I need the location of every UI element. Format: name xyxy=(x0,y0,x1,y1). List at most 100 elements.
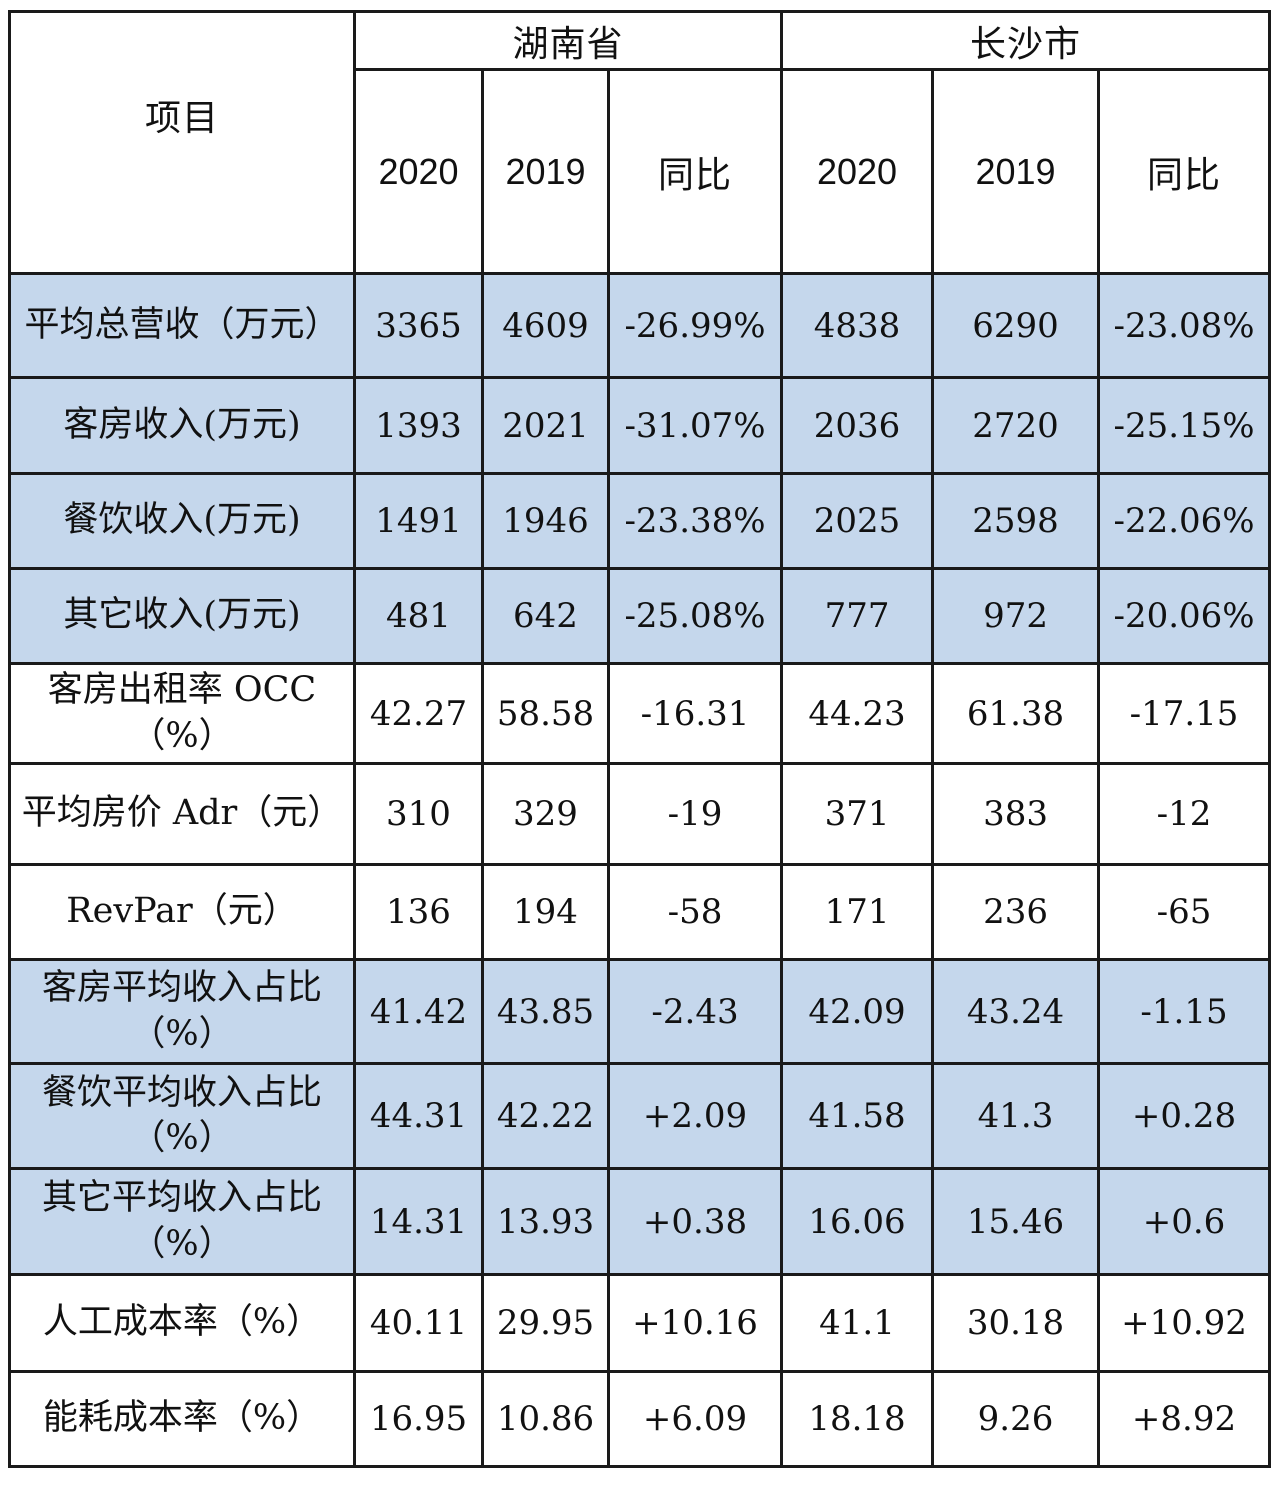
changsha-2020-cell: 18.18 xyxy=(780,1370,935,1468)
changsha-yoy-cell: -25.15% xyxy=(1097,376,1272,475)
hunan-2020-cell: 16.95 xyxy=(353,1370,484,1468)
row-label: 餐饮收入(万元) xyxy=(8,472,356,570)
table-row: 餐饮平均收入占比（%） 44.31 42.22 +2.09 41.58 41.3 +0.28 xyxy=(8,1062,1272,1170)
hunan-yoy-cell: -26.99% xyxy=(606,272,784,379)
hunan-2020-cell: 1491 xyxy=(353,472,484,570)
changsha-2020-cell: 777 xyxy=(780,567,935,665)
changsha-yoy-cell: -12 xyxy=(1097,762,1272,866)
hunan-2019-cell: 10.86 xyxy=(481,1370,610,1468)
hunan-2019-cell: 29.95 xyxy=(481,1273,610,1373)
changsha-2019-cell: 41.3 xyxy=(931,1062,1101,1170)
changsha-2019-cell: 15.46 xyxy=(931,1167,1101,1276)
changsha-2020-cell: 371 xyxy=(780,762,935,866)
changsha-2020-cell: 4838 xyxy=(780,272,935,379)
hunan-yoy-cell: -25.08% xyxy=(606,567,784,665)
table-body: 平均总营收（万元） 3365 4609 -26.99% 4838 6290 -23.08% 客… xyxy=(8,272,1272,1468)
hunan-2019-header: 2019 xyxy=(481,68,610,275)
table-row: 平均总营收（万元） 3365 4609 -26.99% 4838 6290 -23.08% xyxy=(8,272,1272,379)
hunan-yoy-cell: +2.09 xyxy=(606,1062,784,1170)
changsha-yoy-cell: -17.15 xyxy=(1097,662,1272,765)
item-column-header: 项目 xyxy=(8,10,356,275)
hunan-2020-cell: 42.27 xyxy=(353,662,484,765)
table-row: 餐饮收入(万元) 1491 1946 -23.38% 2025 2598 -22.06% xyxy=(8,472,1272,570)
changsha-2020-cell: 2036 xyxy=(780,376,935,475)
hunan-2020-cell: 14.31 xyxy=(353,1167,484,1276)
table-row: 其它平均收入占比（%） 14.31 13.93 +0.38 16.06 15.46 +0.6 xyxy=(8,1167,1272,1276)
table-row: RevPar（元） 136 194 -58 171 236 -65 xyxy=(8,863,1272,961)
changsha-2020-cell: 41.1 xyxy=(780,1273,935,1373)
header-row-groups: 项目 湖南省 长沙市 xyxy=(8,10,1272,275)
hunan-2019-cell: 4609 xyxy=(481,272,610,379)
table-row: 客房出租率 OCC（%） 42.27 58.58 -16.31 44.23 61.38 -1… xyxy=(8,662,1272,765)
table-header: 项目 湖南省 长沙市 2020 2019 同比 2020 2019 同比 xyxy=(8,10,1272,275)
changsha-2020-cell: 171 xyxy=(780,863,935,961)
hunan-group-header: 湖南省 xyxy=(352,10,784,71)
hotel-stats-table: 项目 湖南省 长沙市 2020 2019 同比 2020 2019 同比 平均总… xyxy=(8,10,1272,1468)
hunan-yoy-cell: +6.09 xyxy=(606,1370,784,1468)
hunan-yoy-cell: -16.31 xyxy=(606,662,784,765)
row-label: 平均房价 Adr（元） xyxy=(8,762,356,866)
changsha-2020-cell: 42.09 xyxy=(780,958,935,1065)
hunan-yoy-cell: -31.07% xyxy=(606,376,784,475)
hunan-2020-cell: 40.11 xyxy=(353,1273,484,1373)
hunan-2019-cell: 2021 xyxy=(481,376,610,475)
hunan-yoy-cell: -2.43 xyxy=(606,958,784,1065)
changsha-2019-cell: 30.18 xyxy=(931,1273,1101,1373)
changsha-2020-cell: 2025 xyxy=(780,472,935,570)
table-row: 其它收入(万元) 481 642 -25.08% 777 972 -20.06% xyxy=(8,567,1272,665)
changsha-yoy-cell: -20.06% xyxy=(1097,567,1272,665)
hunan-2020-cell: 41.42 xyxy=(353,958,484,1065)
hunan-2020-cell: 1393 xyxy=(353,376,484,475)
table-row: 平均房价 Adr（元） 310 329 -19 371 383 -12 xyxy=(8,762,1272,866)
row-label: 人工成本率（%） xyxy=(8,1273,356,1373)
hunan-2019-cell: 42.22 xyxy=(481,1062,610,1170)
changsha-2020-cell: 44.23 xyxy=(780,662,935,765)
hunan-2019-cell: 43.85 xyxy=(481,958,610,1065)
changsha-2019-cell: 236 xyxy=(931,863,1101,961)
changsha-2020-header: 2020 xyxy=(780,68,935,275)
row-label: 客房平均收入占比（%） xyxy=(8,958,356,1065)
table-row: 客房收入(万元) 1393 2021 -31.07% 2036 2720 -25.15% xyxy=(8,376,1272,475)
row-label: 其它平均收入占比（%） xyxy=(8,1167,356,1276)
hunan-2020-cell: 481 xyxy=(353,567,484,665)
changsha-yoy-cell: +0.6 xyxy=(1097,1167,1272,1276)
data-table-container: 项目 湖南省 长沙市 2020 2019 同比 2020 2019 同比 平均总… xyxy=(8,10,1272,1468)
row-label: 餐饮平均收入占比（%） xyxy=(8,1062,356,1170)
hunan-yoy-cell: -58 xyxy=(606,863,784,961)
row-label: 其它收入(万元) xyxy=(8,567,356,665)
changsha-yoy-cell: +8.92 xyxy=(1097,1370,1272,1468)
hunan-2020-cell: 3365 xyxy=(353,272,484,379)
changsha-2019-cell: 6290 xyxy=(931,272,1101,379)
hunan-2019-cell: 58.58 xyxy=(481,662,610,765)
hunan-2020-cell: 136 xyxy=(353,863,484,961)
changsha-2019-cell: 2598 xyxy=(931,472,1101,570)
row-label: RevPar（元） xyxy=(8,863,356,961)
changsha-yoy-cell: -23.08% xyxy=(1097,272,1272,379)
changsha-yoy-header: 同比 xyxy=(1097,68,1272,275)
hunan-2019-cell: 194 xyxy=(481,863,610,961)
table-row: 人工成本率（%） 40.11 29.95 +10.16 41.1 30.18 +10.92 xyxy=(8,1273,1272,1373)
hunan-yoy-cell: +0.38 xyxy=(606,1167,784,1276)
changsha-2019-cell: 2720 xyxy=(931,376,1101,475)
changsha-2019-header: 2019 xyxy=(931,68,1101,275)
hunan-yoy-cell: -19 xyxy=(606,762,784,866)
changsha-yoy-cell: -1.15 xyxy=(1097,958,1272,1065)
changsha-group-header: 长沙市 xyxy=(780,10,1272,71)
changsha-yoy-cell: -65 xyxy=(1097,863,1272,961)
hunan-2020-cell: 44.31 xyxy=(353,1062,484,1170)
hunan-yoy-cell: -23.38% xyxy=(606,472,784,570)
changsha-yoy-cell: +0.28 xyxy=(1097,1062,1272,1170)
hunan-2020-cell: 310 xyxy=(353,762,484,866)
row-label: 客房出租率 OCC（%） xyxy=(8,662,356,765)
changsha-2019-cell: 972 xyxy=(931,567,1101,665)
hunan-yoy-header: 同比 xyxy=(606,68,784,275)
row-label: 能耗成本率（%） xyxy=(8,1370,356,1468)
hunan-2019-cell: 642 xyxy=(481,567,610,665)
changsha-2019-cell: 61.38 xyxy=(931,662,1101,765)
hunan-2019-cell: 13.93 xyxy=(481,1167,610,1276)
changsha-2019-cell: 383 xyxy=(931,762,1101,866)
table-row: 能耗成本率（%） 16.95 10.86 +6.09 18.18 9.26 +8.92 xyxy=(8,1370,1272,1468)
row-label: 平均总营收（万元） xyxy=(8,272,356,379)
changsha-2019-cell: 9.26 xyxy=(931,1370,1101,1468)
changsha-2020-cell: 41.58 xyxy=(780,1062,935,1170)
